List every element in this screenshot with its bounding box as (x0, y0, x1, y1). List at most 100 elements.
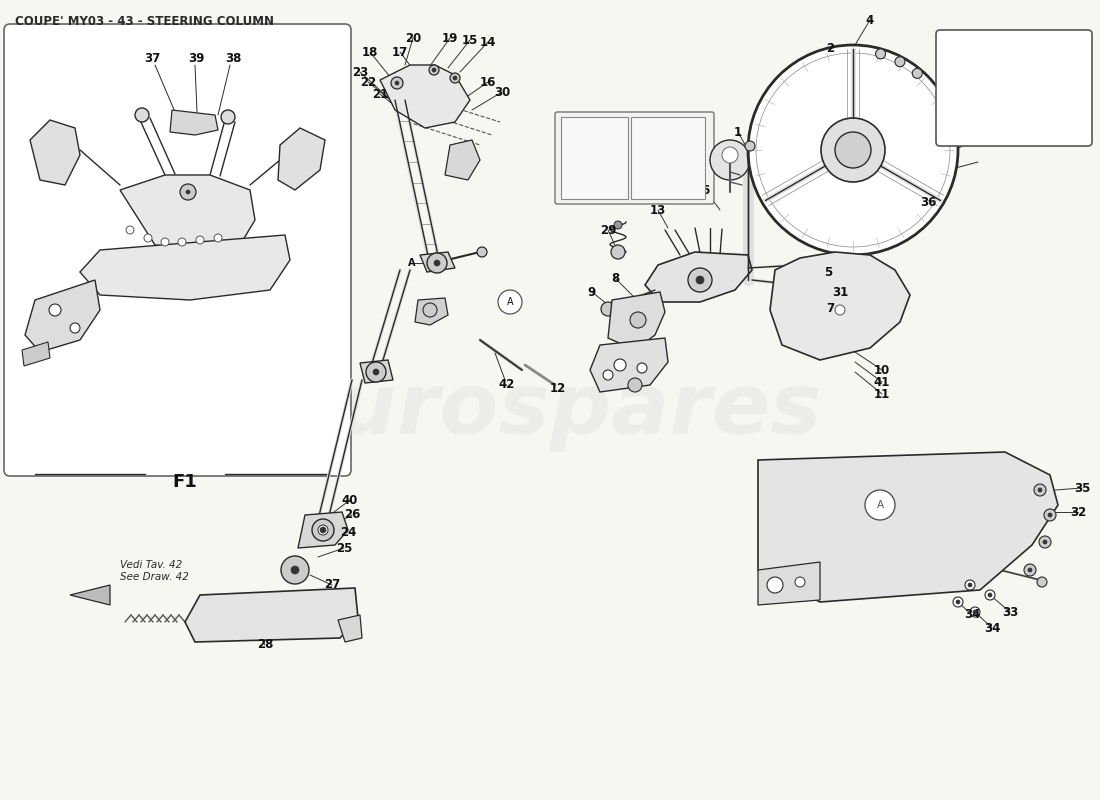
FancyBboxPatch shape (561, 117, 628, 199)
Text: eurospares: eurospares (277, 369, 823, 451)
Circle shape (214, 234, 222, 242)
Circle shape (988, 593, 992, 597)
Text: A: A (507, 297, 514, 307)
Circle shape (424, 303, 437, 317)
Polygon shape (338, 615, 362, 642)
Polygon shape (185, 588, 358, 642)
Circle shape (280, 556, 309, 584)
Circle shape (498, 290, 522, 314)
Circle shape (477, 247, 487, 257)
Text: 5: 5 (824, 266, 832, 278)
Circle shape (373, 369, 380, 375)
Text: F1: F1 (173, 473, 197, 491)
Text: 26: 26 (344, 509, 360, 522)
Circle shape (1044, 509, 1056, 521)
Circle shape (984, 590, 996, 600)
Text: A: A (408, 258, 416, 268)
Circle shape (221, 110, 235, 124)
Text: 10: 10 (873, 363, 890, 377)
Text: 12: 12 (550, 382, 566, 394)
Circle shape (186, 190, 190, 194)
Text: 25: 25 (336, 542, 352, 554)
Text: 24: 24 (340, 526, 356, 538)
Polygon shape (298, 512, 348, 548)
Text: 38: 38 (224, 53, 241, 66)
Text: 1: 1 (734, 126, 742, 138)
Circle shape (70, 323, 80, 333)
Polygon shape (360, 360, 393, 383)
Text: 7: 7 (826, 302, 834, 314)
Text: 34: 34 (964, 609, 980, 622)
Circle shape (865, 490, 895, 520)
Circle shape (1034, 484, 1046, 496)
FancyBboxPatch shape (631, 117, 705, 199)
Circle shape (614, 221, 622, 229)
Text: 8: 8 (610, 271, 619, 285)
Text: 39: 39 (188, 51, 205, 65)
Text: 3: 3 (978, 135, 986, 149)
Polygon shape (645, 252, 752, 302)
Polygon shape (70, 585, 110, 605)
Circle shape (798, 260, 807, 270)
Polygon shape (590, 338, 668, 392)
Polygon shape (22, 342, 50, 366)
Circle shape (965, 580, 975, 590)
Circle shape (1043, 540, 1047, 544)
Circle shape (196, 236, 204, 244)
Circle shape (745, 141, 755, 151)
Text: 40: 40 (342, 494, 359, 506)
Text: 14: 14 (480, 35, 496, 49)
Circle shape (748, 45, 958, 255)
Polygon shape (608, 292, 666, 350)
Circle shape (429, 65, 439, 75)
Text: COUPE' MY03 - 43 - STEERING COLUMN: COUPE' MY03 - 43 - STEERING COLUMN (15, 15, 274, 28)
Text: A: A (877, 500, 883, 510)
Polygon shape (420, 252, 455, 272)
Circle shape (630, 312, 646, 328)
Text: 16: 16 (480, 75, 496, 89)
Circle shape (427, 253, 447, 273)
Circle shape (912, 68, 922, 78)
Circle shape (395, 81, 399, 85)
Circle shape (135, 108, 149, 122)
Circle shape (876, 49, 886, 59)
Text: 37: 37 (144, 53, 161, 66)
Text: 23: 23 (352, 66, 368, 78)
Text: MASERATI: MASERATI (579, 122, 609, 127)
Text: 28: 28 (256, 638, 273, 651)
Text: 18: 18 (362, 46, 378, 58)
Text: 19: 19 (442, 31, 459, 45)
Circle shape (1038, 488, 1042, 492)
Circle shape (312, 519, 334, 541)
Circle shape (144, 234, 152, 242)
Circle shape (821, 118, 886, 182)
Text: 32: 32 (1070, 506, 1086, 518)
Circle shape (956, 600, 960, 604)
Text: SEE DRAW. 127: SEE DRAW. 127 (964, 75, 1065, 89)
Circle shape (614, 359, 626, 371)
Text: 4: 4 (866, 14, 874, 26)
Text: 35: 35 (1074, 482, 1090, 494)
Circle shape (318, 525, 328, 535)
Polygon shape (30, 120, 80, 185)
Polygon shape (446, 140, 480, 180)
Text: 42: 42 (498, 378, 515, 391)
Circle shape (895, 57, 905, 66)
Text: 22: 22 (360, 75, 376, 89)
Circle shape (432, 68, 436, 72)
Text: Air bag: Air bag (990, 90, 1038, 103)
Circle shape (178, 238, 186, 246)
Text: 34: 34 (983, 622, 1000, 634)
Polygon shape (770, 252, 910, 360)
Circle shape (767, 577, 783, 593)
Polygon shape (25, 280, 100, 352)
Text: 13: 13 (650, 203, 667, 217)
Text: 27: 27 (323, 578, 340, 591)
Polygon shape (758, 562, 820, 605)
Circle shape (953, 597, 962, 607)
Circle shape (835, 305, 845, 315)
Circle shape (968, 583, 972, 587)
Text: 17: 17 (392, 46, 408, 58)
Circle shape (603, 370, 613, 380)
Circle shape (320, 527, 326, 533)
